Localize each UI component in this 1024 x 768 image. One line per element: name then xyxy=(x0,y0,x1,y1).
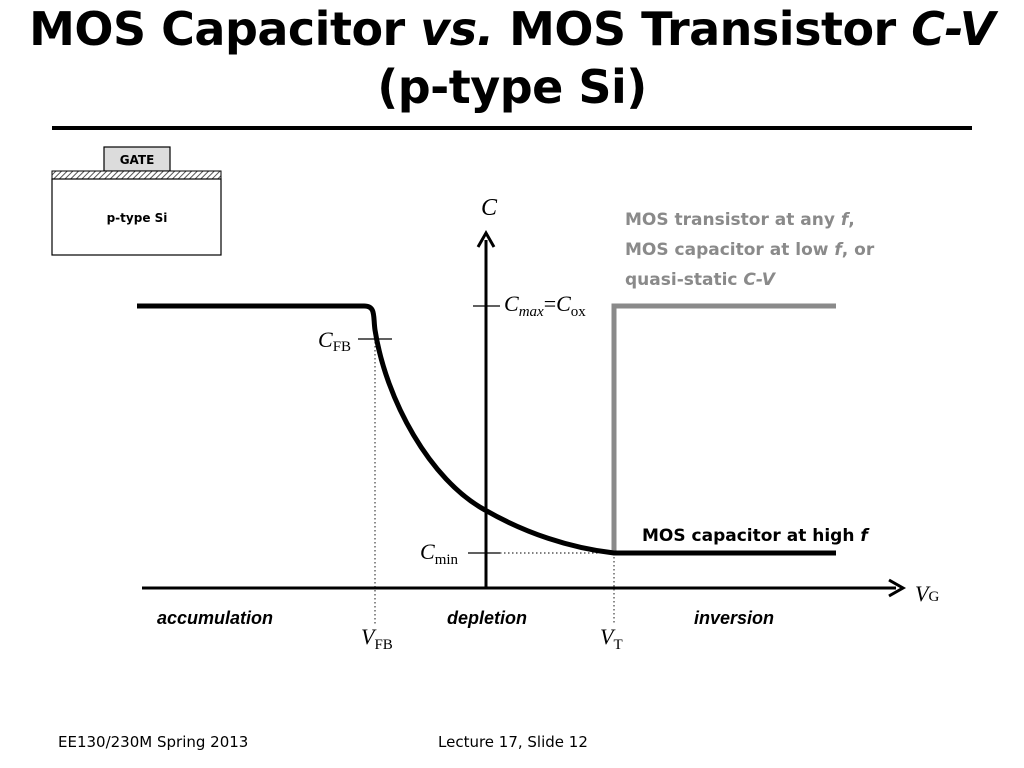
curve-labels: Cmax=Cox CFB Cmin VFB VT xyxy=(318,291,623,653)
region-accumulation: accumulation xyxy=(157,608,273,628)
cmin-label: Cmin xyxy=(420,539,459,568)
silicon-substrate xyxy=(51,178,222,256)
capacitor-highf-curve xyxy=(137,303,836,556)
axes: C VG xyxy=(142,195,939,606)
footer-course: EE130/230M Spring 2013 xyxy=(58,733,249,751)
region-inversion: inversion xyxy=(694,608,774,628)
region-labels: accumulation depletion inversion xyxy=(157,608,774,628)
substrate-label: p-type Si xyxy=(107,211,168,225)
cmax-label: Cmax=Cox xyxy=(504,291,586,320)
title-vs: vs. xyxy=(420,2,494,56)
slide-title: MOS Capacitor vs. MOS Transistor C-V (p-… xyxy=(0,0,1024,116)
title-part2: MOS Transistor xyxy=(493,2,912,56)
gray-legend-line-3: quasi-static C-V xyxy=(625,270,777,290)
gate-label: GATE xyxy=(120,153,155,167)
mos-device-sketch: GATE p-type Si xyxy=(51,146,222,256)
title-line-2: (p-type Si) xyxy=(377,60,647,114)
x-axis-arrowhead xyxy=(888,578,907,598)
gray-legend-line-2: MOS capacitor at low f, or xyxy=(625,240,875,260)
footer-lecture: Lecture 17, Slide 12 xyxy=(438,733,588,751)
legend-annotations: MOS transistor at any f, MOS capacitor a… xyxy=(625,210,875,546)
black-legend-label: MOS capacitor at high f xyxy=(642,526,870,546)
vfb-label: VFB xyxy=(361,624,393,653)
x-axis-symbol: VG xyxy=(915,581,939,606)
cv-curves xyxy=(137,303,836,556)
region-depletion: depletion xyxy=(447,608,527,628)
cfb-label: CFB xyxy=(318,327,351,355)
vt-label: VT xyxy=(600,624,623,653)
transistor-lowf-curve xyxy=(611,303,836,553)
title-underline xyxy=(52,126,972,130)
gate-oxide-layer xyxy=(51,170,222,180)
gate-block xyxy=(103,146,171,172)
title-cv: C-V xyxy=(911,2,995,56)
y-axis-arrowhead xyxy=(476,229,496,248)
y-axis-symbol: C xyxy=(481,195,498,221)
title-line-1: MOS Capacitor vs. MOS Transistor C-V xyxy=(0,0,1024,58)
title-part1: MOS Capacitor xyxy=(29,2,421,56)
gray-legend-line-1: MOS transistor at any f, xyxy=(625,210,855,230)
